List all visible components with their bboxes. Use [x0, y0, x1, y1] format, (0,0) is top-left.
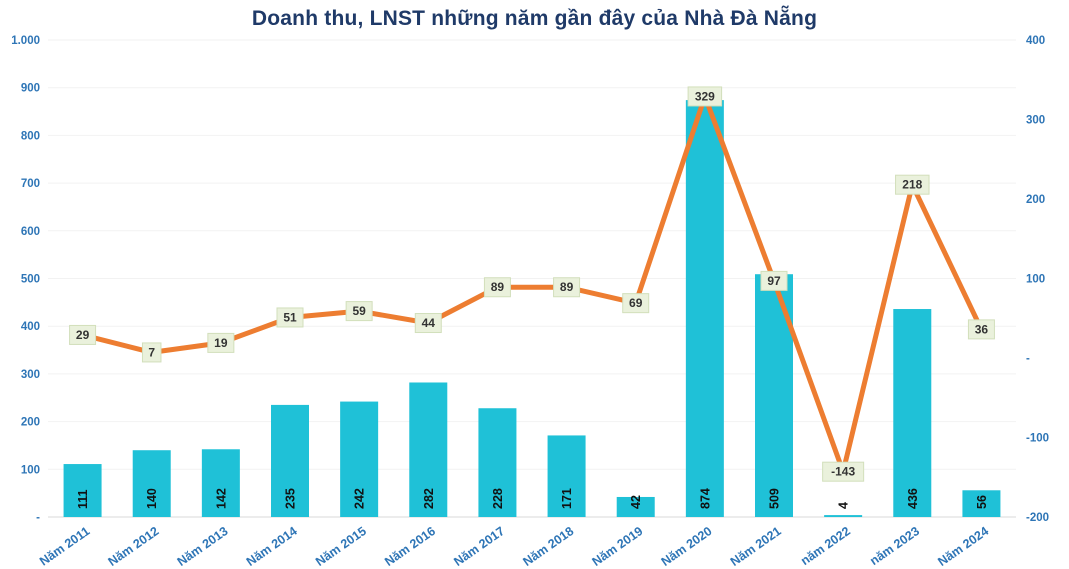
x-axis-category-label: Năm 2011 [37, 524, 92, 569]
line-value-label-box [967, 319, 995, 340]
x-axis-category-label: Năm 2017 [451, 524, 507, 569]
line-value-label-box [822, 461, 865, 482]
bar[interactable] [271, 404, 309, 517]
x-axis-category-label: năm 2023 [867, 524, 922, 568]
line-value-label: 89 [491, 280, 505, 294]
left-axis-tick-label: 300 [21, 369, 40, 381]
right-axis-tick-label: -200 [1026, 512, 1049, 524]
bar[interactable] [132, 450, 171, 517]
x-axis-category-label: Năm 2012 [106, 524, 162, 569]
line-value-label: 69 [629, 296, 643, 310]
bar-value-label: 242 [353, 488, 367, 509]
x-axis-category-label: Năm 2013 [175, 524, 231, 569]
line-value-label: 59 [352, 304, 366, 318]
x-axis-category-label: Năm 2019 [590, 524, 646, 569]
bar-value-label: 42 [629, 495, 643, 509]
line-value-label-box [553, 277, 581, 298]
left-axis-tick-label: 700 [21, 178, 40, 190]
x-axis-category-label: Năm 2014 [244, 524, 300, 569]
left-axis-tick-label: 100 [21, 464, 40, 476]
line-value-label: -143 [831, 465, 855, 479]
line-value-label-box [69, 324, 97, 345]
bar-value-label: 142 [214, 488, 228, 509]
line-value-label-box [345, 301, 373, 322]
bar-value-label: 140 [145, 488, 159, 509]
line-value-label: 7 [148, 345, 155, 359]
bar-value-label: 235 [284, 488, 298, 509]
left-axis-tick-label: 500 [21, 274, 40, 286]
bar-value-label: 228 [491, 488, 505, 509]
gridlines [48, 39, 1016, 518]
x-axis-category-label: Năm 2016 [382, 524, 438, 569]
line-value-label-box [895, 174, 930, 195]
bar-series: 111 140 142 235 242 282 228 171 42 874 509 4 436 56 [63, 100, 1001, 518]
left-axis-tick-label: 400 [21, 321, 40, 333]
bar[interactable] [824, 515, 863, 517]
right-axis-tick-label: -100 [1026, 433, 1049, 445]
bar[interactable] [685, 100, 724, 518]
line-value-label-box [483, 277, 511, 298]
left-axis-tick-label: 1.000 [11, 35, 40, 47]
x-axis-category-label: Năm 2015 [313, 524, 369, 569]
line-value-label: 44 [422, 316, 436, 330]
left-axis-tick-label: 900 [21, 83, 40, 95]
bar[interactable] [962, 490, 1001, 517]
bar[interactable] [547, 435, 586, 517]
bar[interactable] [201, 449, 240, 517]
line-value-label: 36 [975, 322, 989, 336]
x-axis-category-label: Năm 2021 [728, 524, 784, 569]
line-value-label: 19 [214, 336, 228, 350]
bar-value-label: 874 [698, 488, 712, 509]
right-axis-tick-label: 300 [1026, 115, 1045, 127]
line-value-label: 51 [283, 310, 297, 324]
bar[interactable] [893, 309, 932, 517]
line-value-label-box [276, 307, 304, 328]
bar-value-label: 56 [975, 495, 989, 509]
line-value-label-box [207, 332, 235, 353]
bar[interactable] [63, 464, 102, 517]
right-axis-tick-label: - [1026, 353, 1030, 365]
line-value-label-box [760, 270, 788, 291]
line-value-label: 218 [902, 178, 922, 192]
line-value-label-box [687, 86, 723, 107]
right-axis-tick-label: 400 [1026, 35, 1045, 47]
x-axis-category-label: năm 2022 [798, 524, 853, 568]
bar-value-label: 171 [560, 488, 574, 509]
bar-value-label: 111 [76, 489, 90, 509]
bar[interactable] [478, 408, 517, 517]
bar-value-label: 436 [906, 488, 920, 509]
line-value-label-box [141, 342, 162, 363]
line-value-label: 329 [695, 89, 715, 103]
left-axis-tick-label: - [36, 512, 40, 524]
bar[interactable] [616, 496, 655, 517]
left-axis-tick-label: 200 [21, 417, 40, 429]
left-axis-tick-label: 800 [21, 130, 40, 142]
x-axis-category-label: Năm 2024 [935, 524, 991, 569]
line-value-label-box [414, 313, 442, 334]
bar[interactable] [340, 401, 379, 517]
line-series[interactable] [80, 93, 984, 475]
bar-value-label: 509 [768, 488, 782, 509]
chart-title: Doanh thu, LNST những năm gần đây của Nh… [251, 7, 818, 30]
left-axis-tick-label: 600 [21, 226, 40, 238]
bar-value-label: 282 [422, 488, 436, 509]
x-axis-category-label: Năm 2018 [520, 524, 576, 569]
line-value-label: 89 [560, 280, 574, 294]
line-value-label-box [622, 293, 650, 314]
line-value-label: 97 [767, 274, 781, 288]
bar-value-label: 4 [837, 502, 851, 509]
bar[interactable] [409, 382, 448, 517]
line-value-label: 29 [76, 328, 90, 342]
x-axis-category-label: Năm 2020 [659, 524, 715, 569]
line-value-labels: 29 7 19 51 59 44 89 89 69 329 97 -143 218 36 [69, 86, 995, 482]
right-axis-tick-label: 100 [1026, 274, 1045, 286]
right-axis-tick-label: 200 [1026, 194, 1045, 206]
